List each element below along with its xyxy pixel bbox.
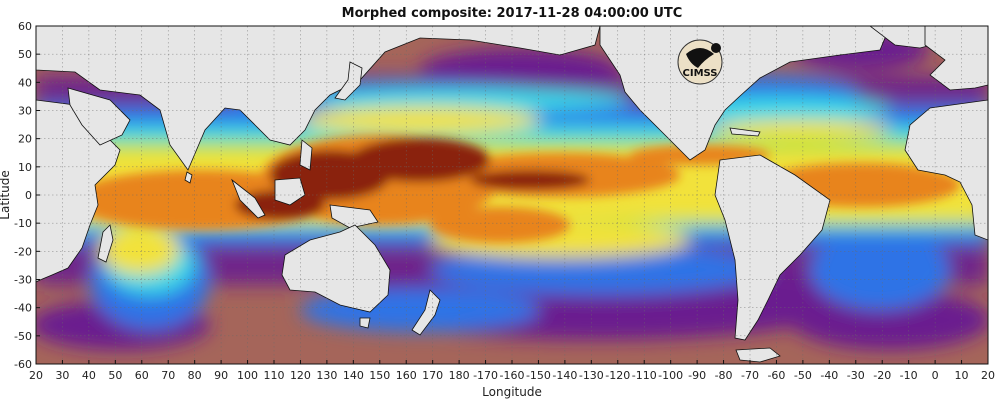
south-america-landmass (714, 154, 831, 341)
y-tick-label: 50 (18, 48, 32, 61)
x-tick-label: -80 (715, 369, 733, 382)
arabia-landmass (67, 87, 131, 146)
x-tick-label: 50 (108, 369, 122, 382)
x-tick-label: -110 (632, 369, 657, 382)
x-tick-label: 100 (237, 369, 258, 382)
moisture-field: CIMSS (36, 26, 988, 364)
y-tick-label: -40 (14, 302, 32, 315)
y-tick-label: 10 (18, 161, 32, 174)
europe-landmass (924, 26, 988, 91)
x-tick-label: -40 (820, 369, 838, 382)
x-tick-label: -20 (873, 369, 891, 382)
x-tick-label: -160 (500, 369, 525, 382)
x-tick-label: 20 (981, 369, 995, 382)
west-africa-landmass (904, 99, 988, 241)
y-tick-label: -60 (14, 358, 32, 371)
x-tick-label: -150 (526, 369, 551, 382)
borneo-landmass (274, 177, 306, 206)
eurasia-landmass (36, 26, 601, 171)
x-tick-label: 170 (422, 369, 443, 382)
new-zealand-landmass (411, 289, 441, 336)
x-tick-label: 70 (161, 369, 175, 382)
x-tick-label: 20 (29, 369, 43, 382)
x-tick-label: 60 (135, 369, 149, 382)
logo-text: CIMSS (683, 68, 718, 79)
x-tick-label: -30 (847, 369, 865, 382)
x-tick-label: 30 (55, 369, 69, 382)
north-america-landmass (599, 26, 891, 161)
sri-lanka-landmass (184, 171, 193, 184)
tasmania-landmass (359, 317, 371, 329)
japan-landmass (334, 61, 363, 101)
x-tick-label: 90 (214, 369, 228, 382)
x-tick-label: -100 (658, 369, 683, 382)
cimss-logo: CIMSS (677, 39, 723, 85)
y-tick-label: 60 (18, 20, 32, 33)
x-tick-label: 150 (369, 369, 390, 382)
y-tick-label: 0 (25, 189, 32, 202)
antarctica-edge (735, 347, 781, 363)
x-tick-label: 130 (316, 369, 337, 382)
y-tick-label: 20 (18, 133, 32, 146)
land-masses (36, 26, 988, 363)
x-tick-label: 140 (343, 369, 364, 382)
x-tick-label: 0 (932, 369, 939, 382)
x-tick-label: 160 (396, 369, 417, 382)
y-tick-label: -20 (14, 245, 32, 258)
new-guinea-landmass (329, 204, 379, 229)
x-axis: 20 30 40 50 60 70 80 90 100 110 120 130 140 150 160 170… (29, 360, 995, 382)
y-tick-label: -30 (14, 274, 32, 287)
y-axis: 60 50 40 30 20 10 0 -10 -20 -30 -40 -50 -60 (14, 20, 40, 371)
x-axis-label: Longitude (482, 385, 542, 399)
madagascar-landmass (97, 224, 114, 263)
x-tick-label: -90 (688, 369, 706, 382)
y-tick-label: 40 (18, 76, 32, 89)
x-tick-label: -70 (741, 369, 759, 382)
x-tick-label: 180 (449, 369, 470, 382)
x-tick-label: -120 (605, 369, 630, 382)
australia-landmass (281, 224, 391, 313)
x-tick-label: -10 (900, 369, 918, 382)
graticule (36, 26, 988, 364)
x-tick-label: 120 (290, 369, 311, 382)
x-tick-label: -60 (767, 369, 785, 382)
y-tick-label: 30 (18, 105, 32, 118)
y-axis-label: Latitude (0, 170, 12, 219)
philippines-landmass (299, 139, 313, 171)
x-tick-label: 40 (82, 369, 96, 382)
y-tick-label: -50 (14, 330, 32, 343)
x-tick-label: -130 (579, 369, 604, 382)
y-tick-label: -10 (14, 217, 32, 230)
x-tick-label: -50 (794, 369, 812, 382)
map-title: Morphed composite: 2017-11-28 04:00:00 U… (342, 6, 683, 21)
sumatra-landmass (231, 178, 266, 219)
x-tick-label: 80 (188, 369, 202, 382)
x-tick-label: -140 (552, 369, 577, 382)
x-tick-label: 10 (955, 369, 969, 382)
x-tick-label: 110 (264, 369, 285, 382)
x-tick-label: -170 (473, 369, 498, 382)
